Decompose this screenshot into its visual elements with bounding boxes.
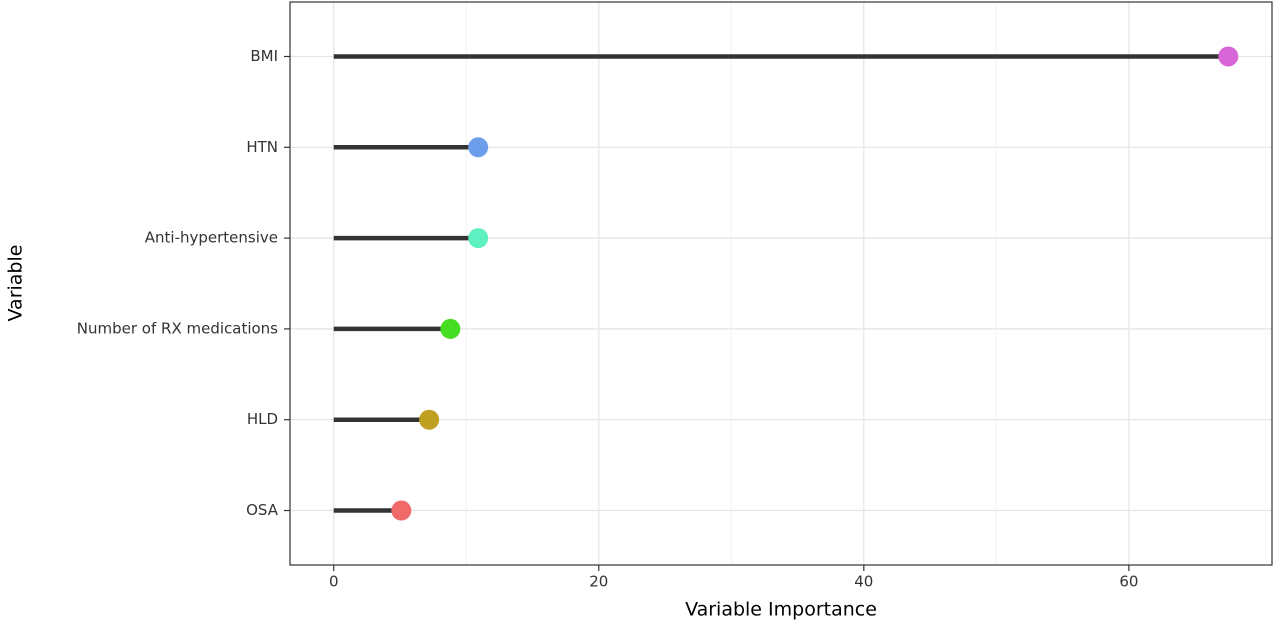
- y-axis-title: Variable: [5, 245, 27, 322]
- dot: [468, 137, 489, 158]
- y-tick-label: BMI: [250, 47, 278, 65]
- dot: [440, 318, 461, 339]
- y-tick-label: Anti-hypertensive: [145, 229, 278, 247]
- y-tick-label: OSA: [246, 501, 279, 519]
- x-axis-title: Variable Importance: [685, 599, 877, 621]
- x-tick-label: 40: [854, 573, 873, 591]
- y-tick-label: Number of RX medications: [77, 319, 278, 337]
- panel-border: [289, 1, 1273, 566]
- y-tick-label: HLD: [247, 410, 278, 428]
- y-tick-label: HTN: [246, 138, 278, 156]
- dot: [419, 409, 440, 430]
- x-tick-label: 20: [589, 573, 608, 591]
- x-tick-label: 0: [329, 573, 339, 591]
- dot: [1218, 46, 1239, 67]
- x-tick-label: 60: [1119, 573, 1138, 591]
- dot: [391, 500, 412, 521]
- dot: [468, 228, 489, 249]
